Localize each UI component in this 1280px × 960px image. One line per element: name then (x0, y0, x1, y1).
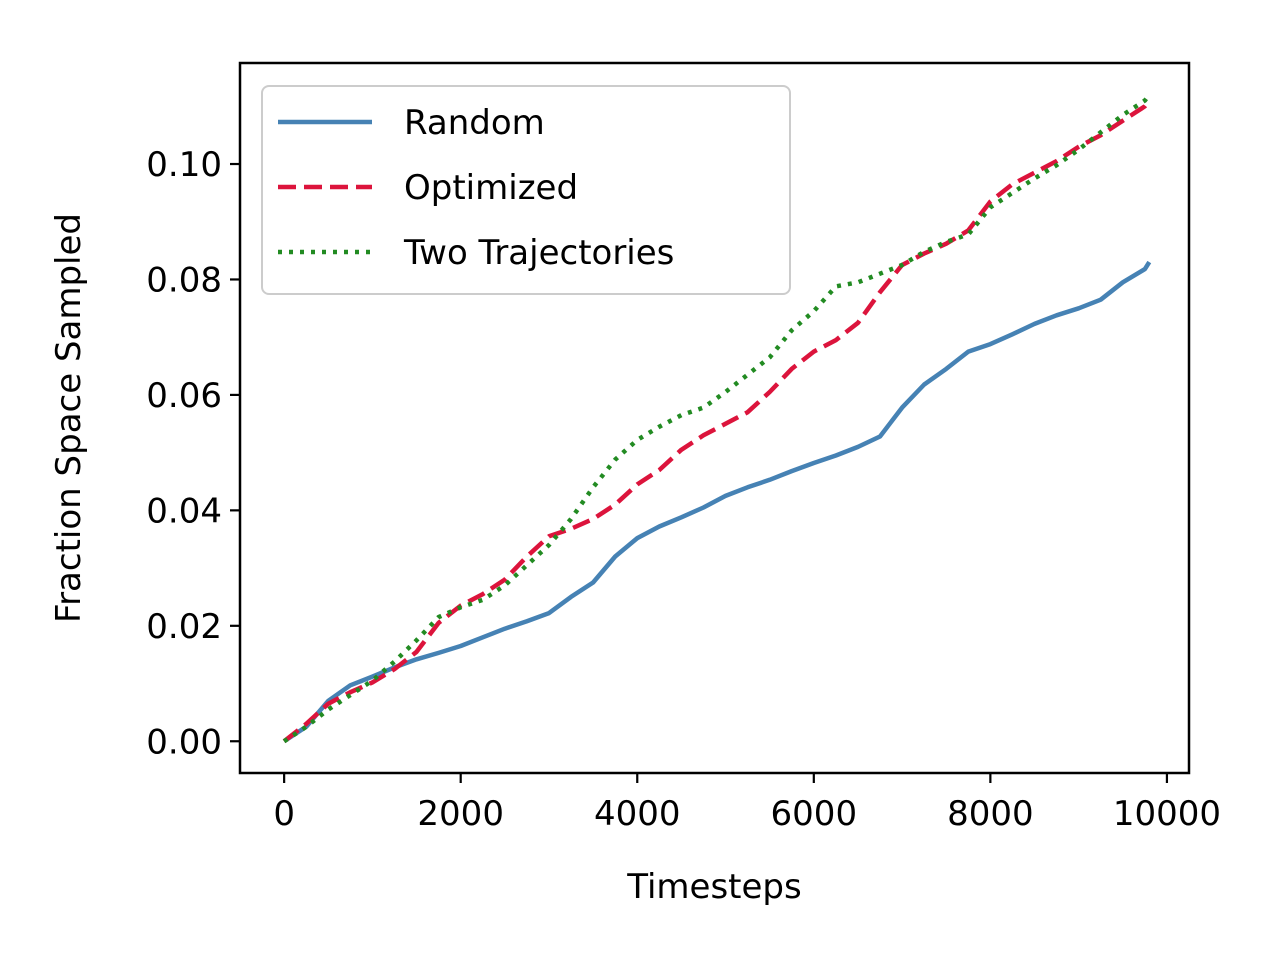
x-tick-label: 10000 (1113, 794, 1221, 834)
x-tick-label: 4000 (594, 794, 681, 834)
x-tick-label: 0 (273, 794, 295, 834)
legend: Random Optimized Two Trajectories (261, 85, 791, 295)
y-axis-ticks: 0.00 0.02 0.04 0.06 0.08 0.10 (146, 145, 240, 762)
series-line-two-trajectories (282, 93, 1152, 744)
legend-label: Optimized (404, 168, 578, 208)
y-tick-label: 0.00 (146, 722, 222, 762)
legend-box (261, 85, 791, 295)
y-tick-label: 0.06 (146, 376, 222, 416)
series-line-random (282, 260, 1152, 744)
y-tick-label: 0.04 (146, 491, 222, 531)
legend-label: Random (404, 103, 545, 143)
y-tick-label: 0.02 (146, 607, 222, 647)
x-tick-label: 6000 (771, 794, 858, 834)
x-tick-label: 2000 (417, 794, 504, 834)
axes-frame (238, 61, 1191, 775)
plot-lines (282, 93, 1152, 744)
series-line-optimized (282, 99, 1152, 744)
x-axis-ticks: 0 2000 4000 6000 8000 10000 (273, 773, 1221, 834)
y-tick-label: 0.08 (146, 260, 222, 300)
x-axis-label: Timesteps (626, 867, 801, 907)
y-axis-label: Fraction Space Sampled (49, 213, 89, 623)
y-tick-label: 0.10 (146, 145, 222, 185)
legend-label: Two Trajectories (403, 233, 674, 273)
x-tick-label: 8000 (947, 794, 1034, 834)
